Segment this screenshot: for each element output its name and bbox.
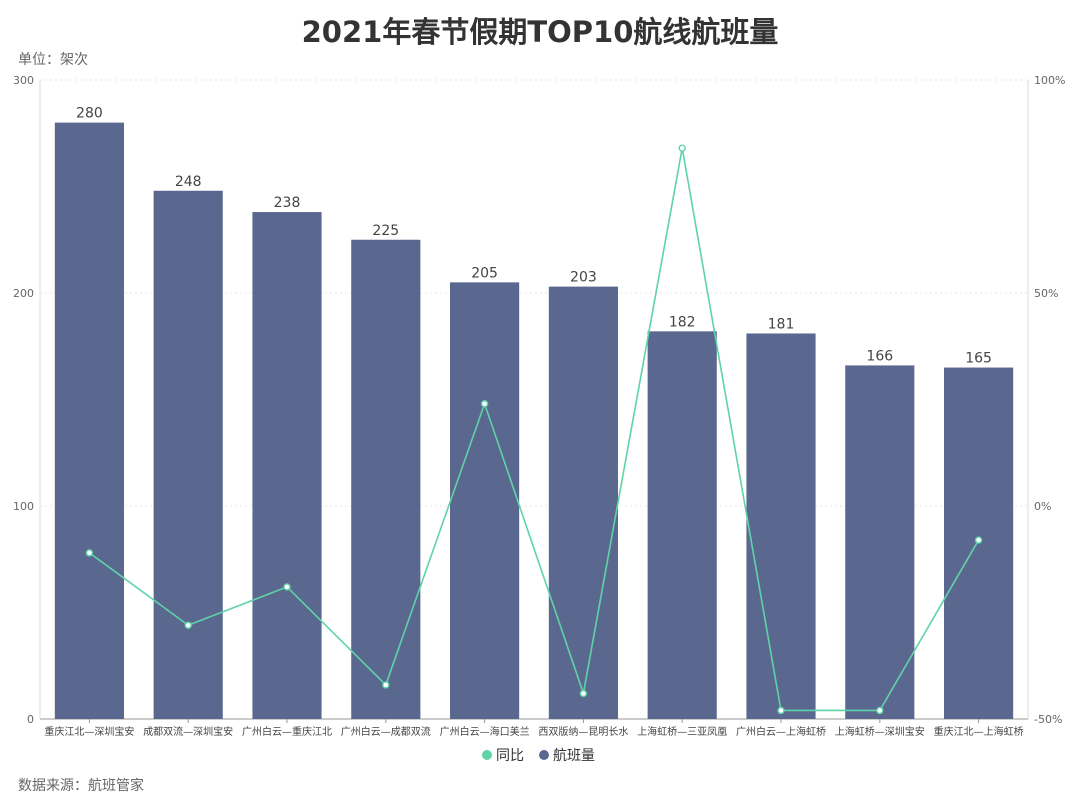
y-left-tick-label: 300	[13, 74, 34, 87]
x-tick-label: 成都双流—深圳宝安	[143, 725, 233, 738]
y-left-tick-label: 200	[13, 287, 34, 300]
bar-value-label: 166	[866, 348, 893, 364]
yoy-point	[85, 549, 94, 557]
bar-labels: 280 248 238 225 205 203 182 181 166 165	[76, 106, 992, 367]
y-left-tick-label: 0	[27, 713, 34, 726]
x-tick-label: 广州白云—海口美兰	[440, 725, 530, 738]
bar	[746, 333, 816, 719]
bar-value-label: 205	[471, 265, 498, 281]
bar	[548, 286, 618, 719]
legend-label-flights: 航班量	[553, 748, 595, 764]
yoy-point	[382, 681, 390, 689]
x-tick-label: 广州白云—上海虹桥	[736, 725, 826, 738]
yoy-line	[85, 144, 983, 715]
bar-value-label: 238	[274, 195, 301, 211]
yoy-point	[777, 706, 785, 715]
bar	[351, 239, 421, 719]
bar	[845, 365, 915, 719]
chart-title: 2021年春节假期TOP10航线航班量	[302, 15, 779, 49]
source-note: 数据来源：航班管家	[18, 777, 144, 794]
x-tick-label: 上海虹桥—深圳宝安	[835, 725, 925, 738]
unit-label: 单位：架次	[18, 52, 88, 68]
yoy-point	[480, 400, 489, 408]
y-right-tick-label: -50%	[1034, 713, 1062, 726]
bar-value-label: 203	[570, 270, 597, 286]
legend-marker-flights	[539, 750, 549, 760]
x-tick-label: 广州白云—重庆江北	[242, 725, 332, 738]
yoy-point	[974, 536, 983, 544]
x-tick-labels: 重庆江北—深圳宝安 成都双流—深圳宝安 广州白云—重庆江北 广州白云—成都双流 广州白云…	[44, 719, 1024, 738]
bar-value-label: 165	[965, 351, 992, 367]
yoy-point	[678, 144, 686, 152]
bar-value-label: 248	[175, 174, 202, 190]
x-tick-label: 上海虹桥—三亚凤凰	[637, 725, 727, 738]
bar	[54, 122, 124, 720]
x-tick-label: 广州白云—成都双流	[341, 725, 431, 738]
y-right-tick-label: 50%	[1034, 287, 1058, 300]
bars	[54, 122, 1014, 720]
legend-label-yoy: 同比	[496, 748, 524, 764]
yoy-point	[579, 689, 588, 698]
y-right-tick-label: 0%	[1034, 500, 1051, 513]
bar	[153, 190, 223, 719]
bar	[647, 331, 717, 719]
yoy-point	[184, 621, 192, 629]
legend: 同比 航班量	[482, 748, 595, 764]
yoy-point	[876, 706, 884, 715]
x-tick-label: 西双版纳—昆明长水	[538, 725, 628, 738]
legend-marker-yoy	[482, 750, 492, 760]
bar-value-label: 225	[372, 223, 399, 239]
bar-value-label: 181	[768, 316, 795, 332]
bar	[252, 212, 322, 719]
bar-value-label: 280	[76, 106, 103, 122]
y-right-tick-label: 100%	[1034, 74, 1065, 87]
y-left-tick-label: 100	[13, 500, 34, 513]
bar	[450, 282, 520, 719]
yoy-series-line	[88, 148, 980, 712]
bar-value-label: 182	[669, 314, 696, 330]
yoy-point	[283, 583, 291, 591]
x-tick-label: 重庆江北—深圳宝安	[44, 725, 134, 738]
x-tick-label: 重庆江北—上海虹桥	[934, 725, 1024, 738]
